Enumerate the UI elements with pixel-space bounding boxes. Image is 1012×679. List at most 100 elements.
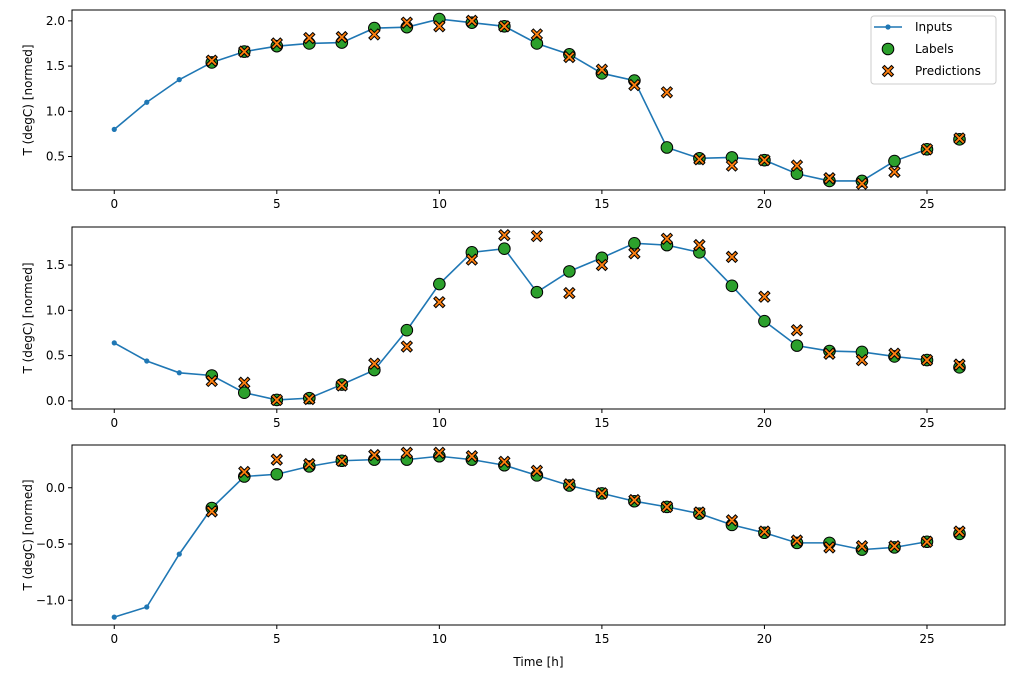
prediction-point (595, 63, 609, 76)
y-tick-label: 0.5 (46, 150, 65, 164)
y-tick-label: 1.5 (46, 258, 65, 272)
prediction-point (530, 229, 544, 243)
prediction-point (920, 353, 934, 367)
x-tick-label: 20 (757, 416, 772, 430)
prediction-point (238, 376, 251, 389)
prediction-point (888, 540, 901, 553)
x-tick-label: 25 (919, 197, 934, 211)
prediction-point (823, 541, 836, 554)
prediction-point (725, 159, 739, 172)
input-point (144, 358, 150, 364)
x-axis-label: Time [h] (512, 655, 563, 669)
label-point (628, 236, 641, 250)
prediction-point (628, 493, 641, 507)
prediction-point (855, 540, 869, 553)
prediction-point (270, 453, 284, 466)
y-tick-label: 0.0 (46, 394, 65, 408)
prediction-point (823, 172, 836, 185)
x-tick-label: 20 (757, 632, 772, 646)
prediction-point (725, 250, 739, 264)
prediction-point (205, 54, 218, 67)
prediction-point (660, 500, 674, 514)
prediction-point (238, 465, 251, 479)
x-tick-label: 0 (110, 632, 118, 646)
prediction-point (335, 379, 349, 392)
axes-frame (71, 9, 1006, 191)
label-point (823, 174, 836, 188)
input-point (176, 551, 182, 557)
prediction-point (563, 286, 576, 300)
legend-entry: Inputs (915, 20, 952, 34)
prediction-point (823, 347, 836, 360)
prediction-point (465, 14, 479, 28)
prediction-point (400, 16, 414, 29)
subplot-3: 0 5 10 15 20 25 −1.0 −0.5 0.0 T (degC) [normed] Ti… (21, 444, 1006, 669)
inputs-line (113, 18, 928, 182)
prediction-point (433, 446, 446, 460)
inputs-line (113, 242, 928, 401)
label-point (433, 277, 446, 291)
subplot-1: 0 5 10 15 20 25 0.5 1.0 1.5 2.0 T (degC) [normed] I… (21, 9, 1006, 211)
prediction-point (888, 347, 901, 360)
input-point (144, 99, 150, 105)
prediction-point (335, 454, 349, 467)
label-point (758, 314, 771, 328)
y-tick-label: 1.0 (46, 104, 65, 118)
label-point (498, 242, 511, 256)
y-tick-label: 1.0 (46, 303, 65, 317)
x-tick-label: 15 (594, 632, 609, 646)
label-point (563, 265, 576, 278)
label-point (237, 386, 251, 400)
prediction-point (888, 165, 901, 179)
prediction-point (758, 525, 771, 538)
y-tick-label: 0.0 (46, 481, 65, 495)
label-point (725, 279, 739, 293)
label-point (823, 344, 836, 358)
prediction-point (433, 20, 446, 33)
prediction-point (303, 457, 316, 471)
y-axis-label: T (degC) [normed] (21, 262, 35, 374)
prediction-point (790, 534, 804, 547)
prediction-point (660, 86, 674, 99)
prediction-point (758, 290, 771, 303)
prediction-point (660, 232, 674, 245)
x-tick-label: 10 (432, 632, 447, 646)
y-tick-label: −0.5 (36, 537, 65, 551)
label-point (563, 48, 576, 61)
prediction-point (855, 177, 869, 190)
prediction-point (465, 253, 479, 266)
prediction-point (465, 450, 479, 463)
x-tick-label: 5 (273, 416, 281, 430)
prediction-point (205, 374, 218, 388)
input-point (176, 77, 182, 83)
input-point (144, 604, 150, 610)
label-point (400, 323, 414, 337)
prediction-point (693, 506, 706, 519)
prediction-point (270, 37, 284, 50)
prediction-point (563, 50, 576, 64)
y-tick-label: 0.5 (46, 349, 65, 363)
y-tick-label: −1.0 (36, 593, 65, 607)
label-point (530, 37, 544, 50)
label-point (953, 361, 966, 374)
legend-labels-marker-icon (881, 42, 895, 56)
label-point (790, 339, 804, 352)
x-tick-label: 0 (110, 416, 118, 430)
axes-frame (71, 226, 1006, 410)
prediction-point (628, 247, 641, 260)
x-tick-label: 25 (919, 416, 934, 430)
legend-box (870, 15, 997, 85)
prediction-point (433, 295, 446, 309)
prediction-point (693, 238, 706, 252)
prediction-point (498, 20, 511, 33)
prediction-point (725, 514, 739, 527)
prediction-point (238, 45, 251, 58)
label-point (660, 141, 674, 154)
prediction-point (400, 340, 414, 353)
prediction-point (368, 448, 381, 462)
x-tick-label: 5 (273, 632, 281, 646)
label-point (888, 350, 901, 363)
inputs-line (114, 455, 928, 618)
legend-entry: Labels (915, 42, 954, 56)
x-tick-label: 20 (757, 197, 772, 211)
